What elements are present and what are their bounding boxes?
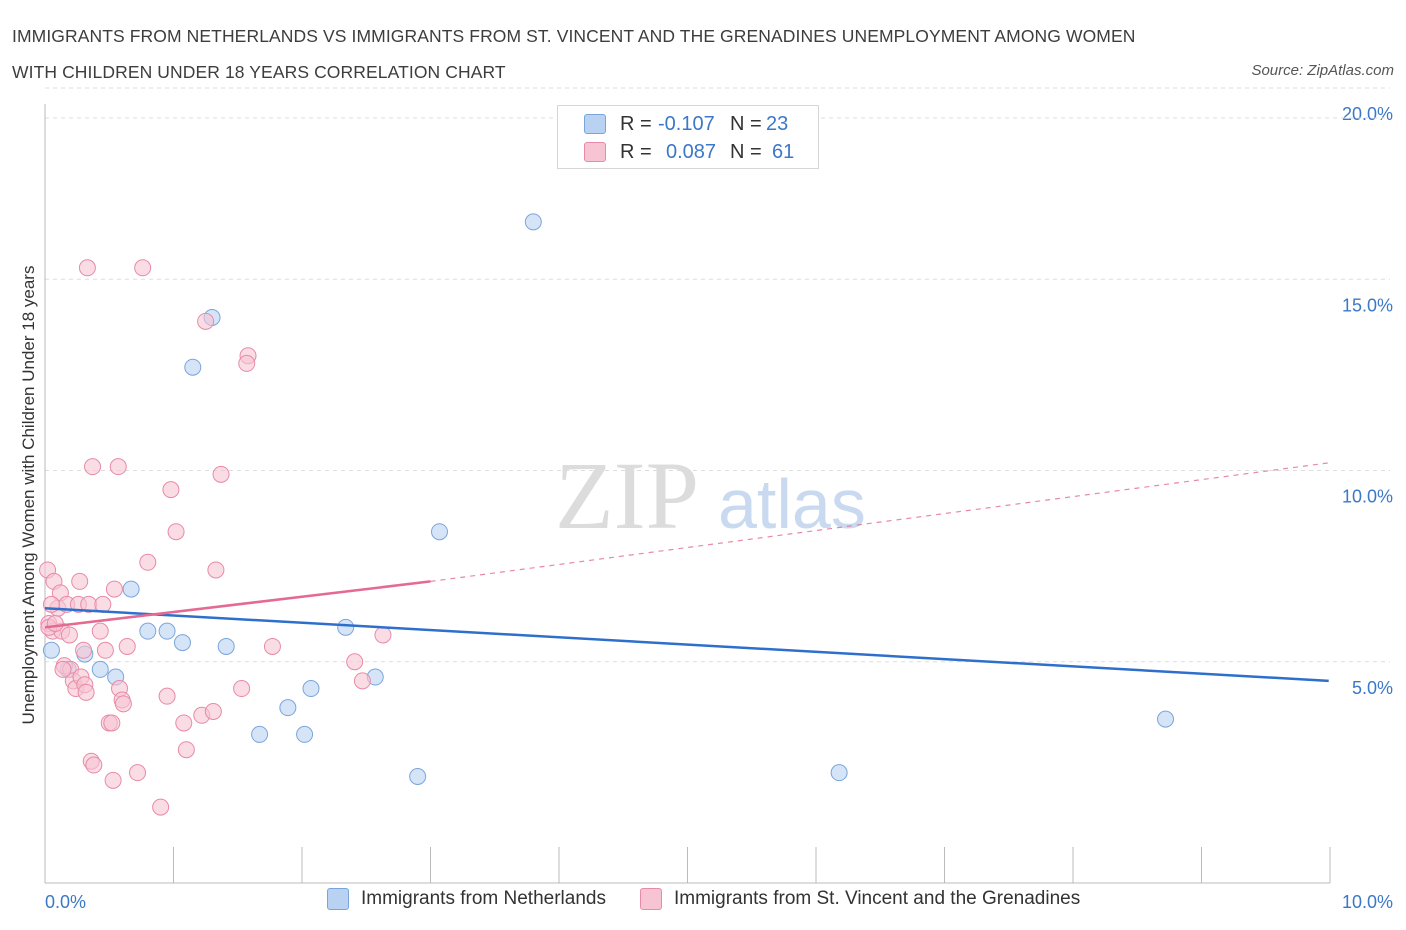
legend-r-value: -0.107 (658, 112, 715, 135)
data-point-pink (177, 741, 195, 759)
data-point-pink (75, 641, 93, 659)
data-point-pink (54, 660, 72, 678)
legend-swatch-blue (584, 114, 606, 134)
data-point-pink (175, 714, 193, 732)
data-point-pink (207, 561, 225, 579)
legend-n-label: N = (730, 112, 762, 135)
data-point-pink (104, 771, 122, 789)
data-point-blue (430, 523, 448, 541)
chart-title-line1: IMMIGRANTS FROM NETHERLANDS VS IMMIGRANT… (12, 26, 1136, 46)
chart-title: IMMIGRANTS FROM NETHERLANDS VS IMMIGRANT… (12, 18, 1232, 90)
y-tick-label: 10.0% (1342, 487, 1393, 507)
series-legend-netherlands: Immigrants from Netherlands (327, 888, 606, 910)
data-point-pink (114, 695, 132, 713)
data-point-blue (251, 725, 269, 743)
data-point-pink (71, 572, 89, 590)
y-tick-label: 20.0% (1342, 104, 1393, 124)
x-tick-label: 10.0% (1342, 892, 1393, 912)
data-point-pink (77, 683, 95, 701)
series-label-st-vincent: Immigrants from St. Vincent and the Gren… (673, 888, 1081, 909)
data-point-pink (96, 641, 114, 659)
data-point-blue (1157, 710, 1175, 728)
source-label: Source: ZipAtlas.com (1251, 62, 1394, 79)
data-point-pink (84, 458, 102, 476)
data-point-pink (103, 714, 121, 732)
trend-line-blue (44, 606, 1329, 683)
trend-line-extension-pink (430, 462, 1329, 583)
data-point-pink (109, 458, 127, 476)
data-point-blue (337, 618, 355, 636)
data-point-blue (409, 768, 427, 785)
legend-n-label: N = (730, 140, 762, 163)
trend-line-pink (44, 580, 431, 629)
data-point-pink (60, 626, 78, 644)
data-point-blue (91, 660, 109, 678)
data-point-blue (139, 622, 157, 640)
legend-row-netherlands: R = -0.107 N = 23 (584, 110, 788, 138)
legend-r-label: R = (620, 112, 652, 135)
y-axis-label: Unemployment Among Women with Children U… (19, 266, 38, 725)
data-point-blue (184, 358, 202, 376)
data-point-blue (173, 634, 191, 652)
data-point-blue (217, 637, 235, 655)
series-legend: Immigrants from Netherlands Immigrants f… (327, 888, 1114, 910)
data-point-pink (353, 672, 371, 690)
data-point-blue (42, 641, 60, 659)
data-point-pink (152, 798, 170, 816)
y-tick-label: 5.0% (1352, 678, 1393, 698)
data-point-blue (830, 764, 848, 782)
y-tick-label: 15.0% (1342, 295, 1393, 315)
data-point-blue (302, 680, 320, 698)
watermark-atlas: atlas (718, 465, 866, 543)
data-point-pink (374, 626, 392, 644)
legend-n-value: 61 (772, 140, 795, 163)
data-point-pink (212, 465, 230, 483)
data-point-pink (233, 680, 251, 698)
data-point-pink (197, 312, 215, 330)
series-swatch-blue (327, 888, 349, 910)
data-point-pink (78, 259, 96, 277)
series-swatch-pink (639, 888, 662, 910)
data-point-pink (139, 553, 157, 571)
data-point-pink (118, 637, 136, 655)
data-point-blue (122, 580, 140, 598)
correlation-legend: R = -0.107 N = 23 R = 0.087 N = 61 (557, 105, 819, 169)
data-point-pink (204, 702, 222, 720)
data-point-pink (162, 481, 180, 499)
legend-row-st-vincent: R = 0.087 N = 61 (584, 138, 794, 166)
data-point-pink (91, 622, 109, 640)
data-point-pink (134, 259, 152, 277)
legend-r-label: R = (620, 140, 652, 163)
series-legend-st-vincent: Immigrants from St. Vincent and the Gren… (639, 888, 1081, 910)
data-point-blue (524, 213, 542, 231)
data-point-pink (167, 523, 185, 541)
legend-r-value: 0.087 (666, 140, 717, 163)
data-point-blue (279, 699, 297, 717)
data-point-pink (46, 615, 64, 632)
legend-swatch-pink (584, 142, 606, 162)
data-point-pink (105, 580, 123, 598)
data-point-pink (85, 756, 103, 774)
data-point-pink (238, 354, 256, 372)
data-point-blue (296, 725, 314, 743)
x-tick-label: 0.0% (45, 892, 86, 912)
data-point-blue (158, 622, 176, 640)
data-point-pink (346, 653, 364, 671)
data-point-pink (158, 687, 176, 705)
watermark-zip: ZIP (555, 442, 699, 549)
legend-n-value: 23 (766, 112, 789, 135)
chart-title-line2: WITH CHILDREN UNDER 18 YEARS CORRELATION… (12, 62, 506, 82)
data-point-pink (263, 637, 281, 655)
data-point-pink (129, 764, 147, 782)
series-label-netherlands: Immigrants from Netherlands (361, 888, 606, 909)
